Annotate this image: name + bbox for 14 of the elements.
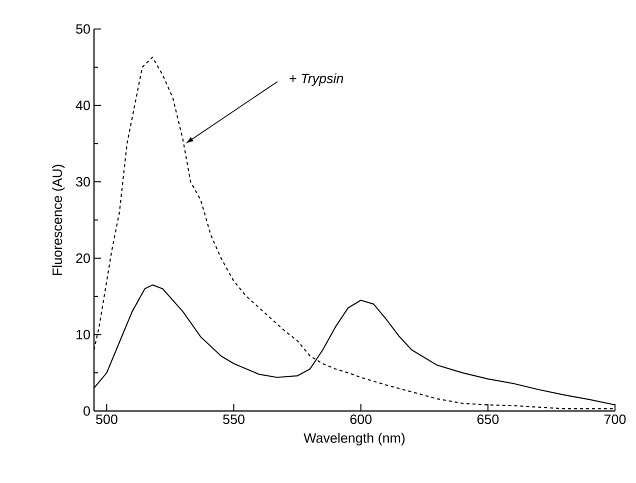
x-tick-label: 550 xyxy=(223,414,244,424)
y-tick-label: 20 xyxy=(76,253,90,263)
y-tick-label: 0 xyxy=(84,406,90,416)
x-tick-label: 600 xyxy=(350,414,372,424)
y-tick-label: 40 xyxy=(76,100,90,110)
y-axis-title: Fluorescence (AU) xyxy=(52,164,65,275)
x-tick-label: 650 xyxy=(477,414,499,424)
x-tick-label: 500 xyxy=(96,414,118,424)
annotation: + Trypsin xyxy=(290,73,344,86)
y-tick-label: 30 xyxy=(76,177,90,187)
y-tick-label: 10 xyxy=(76,330,90,340)
y-tick-label: 50 xyxy=(76,24,90,34)
x-axis-title: Wavelength (nm) xyxy=(304,432,405,446)
x-tick-label: 700 xyxy=(604,414,626,424)
